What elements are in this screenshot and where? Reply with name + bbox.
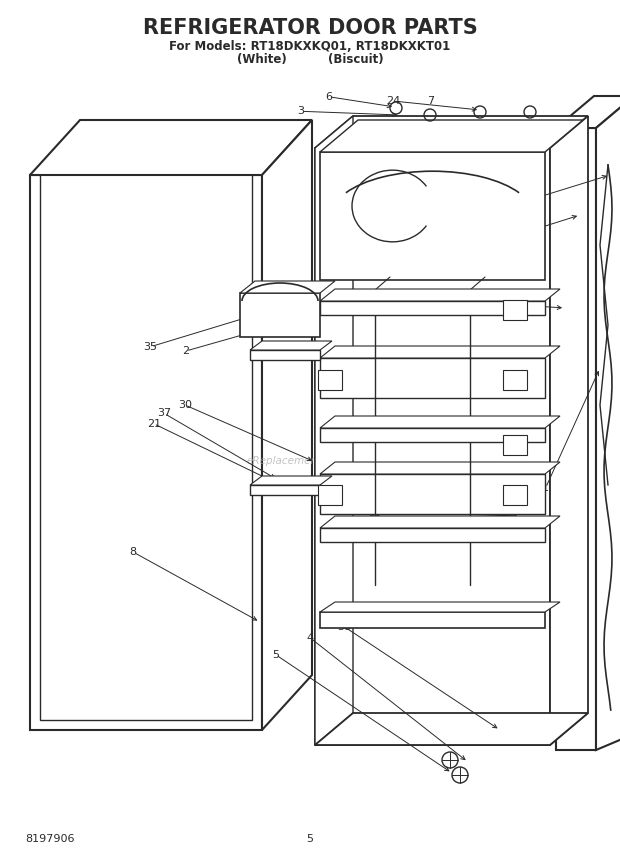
Text: 31: 31 bbox=[368, 514, 382, 525]
Polygon shape bbox=[250, 476, 332, 485]
Text: REFRIGERATOR DOOR PARTS: REFRIGERATOR DOOR PARTS bbox=[143, 18, 477, 39]
Text: 38: 38 bbox=[337, 621, 351, 632]
Polygon shape bbox=[250, 341, 332, 350]
Text: 7: 7 bbox=[427, 96, 435, 106]
Text: 37: 37 bbox=[157, 408, 171, 419]
Text: 12: 12 bbox=[495, 235, 509, 245]
Text: 8: 8 bbox=[130, 547, 137, 557]
Polygon shape bbox=[320, 462, 560, 474]
Polygon shape bbox=[30, 120, 312, 175]
Polygon shape bbox=[240, 281, 335, 293]
Text: (White)          (Biscuit): (White) (Biscuit) bbox=[237, 52, 383, 66]
Polygon shape bbox=[320, 428, 545, 442]
Polygon shape bbox=[320, 346, 560, 358]
Text: 17: 17 bbox=[502, 361, 515, 372]
Text: 5: 5 bbox=[306, 834, 314, 844]
Polygon shape bbox=[318, 370, 342, 390]
Text: 39: 39 bbox=[455, 296, 469, 306]
Text: 16: 16 bbox=[533, 192, 546, 202]
Polygon shape bbox=[320, 289, 560, 301]
Text: 23: 23 bbox=[365, 247, 379, 258]
Text: 30: 30 bbox=[178, 400, 192, 410]
Polygon shape bbox=[320, 120, 583, 152]
Polygon shape bbox=[262, 120, 312, 730]
Polygon shape bbox=[318, 485, 342, 505]
Polygon shape bbox=[556, 96, 620, 128]
Polygon shape bbox=[315, 116, 353, 745]
Polygon shape bbox=[315, 116, 588, 148]
Polygon shape bbox=[320, 474, 545, 514]
Polygon shape bbox=[315, 713, 588, 745]
Text: For Models: RT18DKXKQ01, RT18DKXKT01: For Models: RT18DKXKQ01, RT18DKXKT01 bbox=[169, 39, 451, 53]
Polygon shape bbox=[320, 301, 545, 315]
Polygon shape bbox=[320, 612, 545, 628]
Polygon shape bbox=[320, 528, 545, 542]
Text: 4: 4 bbox=[306, 633, 314, 643]
Text: eReplacementParts.com: eReplacementParts.com bbox=[246, 455, 374, 466]
Text: 21: 21 bbox=[147, 419, 161, 429]
Polygon shape bbox=[320, 602, 560, 612]
Polygon shape bbox=[556, 128, 596, 750]
Text: 18: 18 bbox=[525, 375, 539, 385]
Polygon shape bbox=[503, 370, 527, 390]
Text: 3: 3 bbox=[297, 106, 304, 116]
Polygon shape bbox=[503, 300, 527, 320]
Polygon shape bbox=[550, 116, 588, 745]
Text: 35: 35 bbox=[144, 342, 157, 352]
Text: 30: 30 bbox=[390, 389, 404, 399]
Text: 6: 6 bbox=[325, 92, 332, 102]
Polygon shape bbox=[250, 350, 320, 360]
Text: 5: 5 bbox=[272, 650, 280, 660]
Polygon shape bbox=[596, 96, 620, 750]
Text: 20: 20 bbox=[359, 363, 373, 373]
Polygon shape bbox=[503, 435, 527, 455]
Polygon shape bbox=[315, 148, 550, 745]
Polygon shape bbox=[320, 516, 560, 528]
Polygon shape bbox=[320, 416, 560, 428]
Text: 2: 2 bbox=[182, 346, 190, 356]
Polygon shape bbox=[320, 358, 545, 398]
Polygon shape bbox=[320, 152, 545, 280]
Polygon shape bbox=[30, 175, 262, 730]
Polygon shape bbox=[250, 485, 320, 495]
Polygon shape bbox=[503, 485, 527, 505]
Polygon shape bbox=[240, 293, 320, 337]
Text: 8197906: 8197906 bbox=[25, 834, 74, 844]
Text: 24: 24 bbox=[386, 96, 400, 106]
Text: 1: 1 bbox=[542, 483, 549, 493]
Polygon shape bbox=[40, 165, 252, 720]
